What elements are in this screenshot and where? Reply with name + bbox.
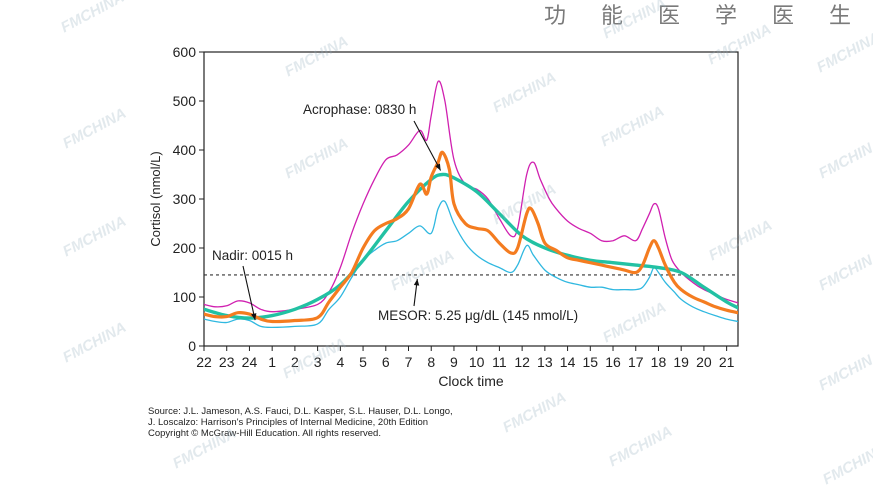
x-tick-label: 4 xyxy=(336,354,344,370)
mesor-label: MESOR: 5.25 μg/dL (145 nmol/L) xyxy=(378,308,578,323)
x-tick-label: 11 xyxy=(492,354,507,370)
x-tick-label: 20 xyxy=(696,354,712,370)
chart-annotations: Acrophase: 0830 h Nadir: 0015 h MESOR: 5.2… xyxy=(212,102,578,323)
x-tick-label: 14 xyxy=(560,354,576,370)
nadir-arrow-line xyxy=(242,265,256,321)
x-tick-label: 17 xyxy=(628,354,644,370)
acrophase-arrow-line xyxy=(413,120,442,171)
brand-title: 功 能 医 学 医 生 xyxy=(544,4,865,29)
x-tick-label: 24 xyxy=(242,354,258,370)
y-tick-label: 100 xyxy=(173,289,197,305)
y-tick-label: 0 xyxy=(188,338,196,354)
nadir-label: Nadir: 0015 h xyxy=(212,248,293,263)
x-tick-label: 8 xyxy=(427,354,435,370)
x-tick-label: 13 xyxy=(537,354,553,370)
y-tick-label: 600 xyxy=(173,44,197,60)
acrophase-arrow-arrowhead xyxy=(435,163,441,171)
x-axis-label: Clock time xyxy=(438,373,504,389)
x-tick-label: 15 xyxy=(583,354,599,370)
y-axis-label: Cortisol (nmol/L) xyxy=(148,151,163,246)
source-citation: Source: J.L. Jameson, A.S. Fauci, D.L. K… xyxy=(148,406,528,439)
series-lower-bound xyxy=(204,200,738,329)
x-tick-label: 3 xyxy=(314,354,322,370)
series-cosinor-fit xyxy=(204,172,738,320)
watermark: FMCHINA xyxy=(606,422,676,471)
source-line-2: J. Loscalzo: Harrison's Principles of In… xyxy=(148,417,429,428)
x-tick-label: 12 xyxy=(514,354,530,370)
x-tick-label: 6 xyxy=(382,354,390,370)
x-tick-label: 1 xyxy=(268,354,276,370)
source-line-3: Copyright © McGraw-Hill Education. All r… xyxy=(148,428,381,439)
nadir-arrow-arrowhead xyxy=(251,313,257,321)
series-upper-bound xyxy=(204,80,738,313)
y-tick-label: 400 xyxy=(173,142,197,158)
watermark: FMCHINA xyxy=(820,440,873,488)
x-tick-label: 22 xyxy=(196,354,212,370)
x-tick-label: 5 xyxy=(359,354,367,370)
x-tick-label: 18 xyxy=(651,354,667,370)
mesor-arrow-arrowhead xyxy=(413,278,420,286)
y-tick-label: 500 xyxy=(173,93,197,109)
y-tick-label: 200 xyxy=(173,240,197,256)
acrophase-label: Acrophase: 0830 h xyxy=(303,102,416,117)
x-tick-label: 19 xyxy=(673,354,689,370)
x-tick-label: 2 xyxy=(291,354,299,370)
source-line-1: Source: J.L. Jameson, A.S. Fauci, D.L. K… xyxy=(148,406,453,417)
x-tick-label: 23 xyxy=(219,354,235,370)
x-tick-label: 16 xyxy=(605,354,621,370)
y-tick-label: 300 xyxy=(173,191,197,207)
x-tick-label: 9 xyxy=(450,354,458,370)
x-tick-label: 21 xyxy=(719,354,735,370)
x-tick-label: 7 xyxy=(405,354,413,370)
x-tick-label: 10 xyxy=(469,354,485,370)
series-mean-cortisol xyxy=(204,150,738,324)
chart-series xyxy=(204,80,738,329)
plot-frame xyxy=(203,51,739,347)
